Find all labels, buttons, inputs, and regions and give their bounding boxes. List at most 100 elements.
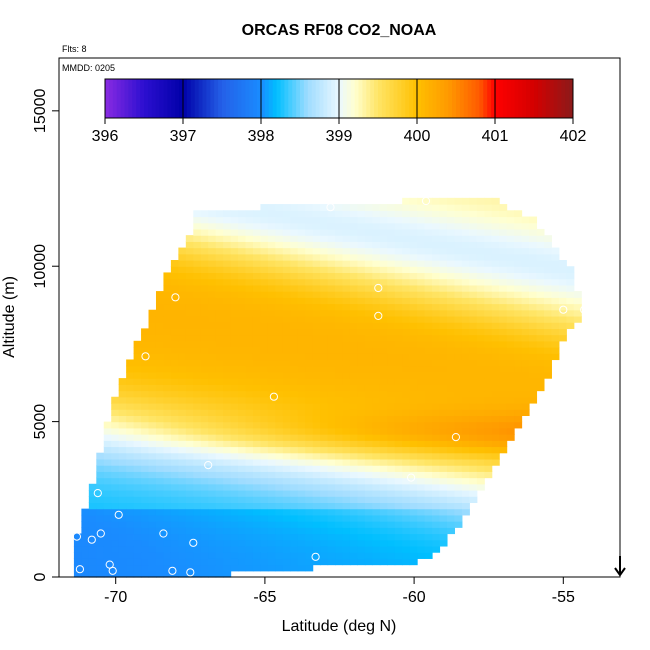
field-cell bbox=[275, 427, 284, 435]
field-cell bbox=[424, 365, 433, 373]
field-cell bbox=[342, 465, 351, 472]
field-cell bbox=[185, 322, 194, 329]
field-cell bbox=[342, 253, 351, 261]
field-cell bbox=[499, 402, 508, 410]
field-cell bbox=[185, 409, 194, 416]
field-cell bbox=[312, 415, 321, 423]
field-cell bbox=[305, 334, 314, 342]
field-cell bbox=[528, 371, 538, 379]
colorbar-segment bbox=[370, 79, 375, 118]
colorbar-tick-label: 398 bbox=[248, 128, 275, 145]
field-cell bbox=[133, 552, 142, 559]
field-cell bbox=[81, 508, 90, 516]
field-cell bbox=[223, 303, 232, 311]
field-cell bbox=[238, 514, 247, 522]
field-cell bbox=[215, 291, 224, 298]
field-cell bbox=[394, 552, 403, 559]
field-cell bbox=[424, 427, 433, 435]
field-cell bbox=[484, 266, 493, 274]
field-cell bbox=[372, 458, 381, 466]
field-cell bbox=[327, 396, 336, 404]
observation-point bbox=[108, 566, 117, 575]
field-cell bbox=[357, 502, 366, 510]
field-cell bbox=[372, 552, 381, 559]
field-cell bbox=[432, 545, 441, 553]
field-cell bbox=[208, 415, 217, 423]
field-cell bbox=[185, 353, 194, 361]
field-cell bbox=[267, 303, 276, 311]
field-cell bbox=[499, 260, 508, 267]
colorbar-segment bbox=[339, 79, 344, 118]
field-cell bbox=[491, 452, 500, 460]
colorbar-tick-label: 400 bbox=[404, 128, 431, 145]
field-cell bbox=[118, 477, 127, 485]
field-cell bbox=[111, 452, 120, 460]
field-cell bbox=[275, 452, 284, 460]
field-cell bbox=[305, 402, 314, 410]
field-cell bbox=[282, 477, 291, 485]
field-cell bbox=[215, 309, 224, 317]
field-cell bbox=[432, 347, 441, 354]
field-cell bbox=[275, 210, 284, 218]
field-cell bbox=[439, 440, 448, 448]
field-cell bbox=[305, 539, 314, 547]
field-cell bbox=[454, 465, 463, 472]
field-cell bbox=[461, 253, 470, 261]
field-cell bbox=[342, 359, 351, 367]
field-cell bbox=[223, 452, 232, 460]
field-cell bbox=[238, 353, 247, 361]
field-cell bbox=[335, 260, 344, 267]
field-cell bbox=[73, 558, 82, 566]
field-cell bbox=[200, 409, 209, 416]
colorbar-segment bbox=[179, 79, 184, 118]
field-cell bbox=[394, 353, 403, 361]
field-cell bbox=[327, 409, 336, 416]
field-cell bbox=[88, 521, 97, 528]
field-cell bbox=[141, 353, 150, 361]
field-cell bbox=[238, 421, 247, 429]
colorbar-segment bbox=[105, 79, 110, 118]
field-cell bbox=[260, 427, 269, 435]
field-cell bbox=[208, 266, 217, 274]
field-cell bbox=[111, 533, 120, 541]
field-cell bbox=[297, 266, 306, 274]
field-cell bbox=[260, 322, 269, 329]
field-cell bbox=[417, 334, 426, 342]
field-cell bbox=[223, 247, 232, 255]
field-cell bbox=[402, 278, 411, 286]
field-cell bbox=[185, 334, 194, 342]
field-cell bbox=[230, 228, 239, 236]
field-cell bbox=[200, 228, 209, 236]
field-cell bbox=[290, 452, 299, 460]
field-cell bbox=[148, 415, 157, 423]
colorbar-segment bbox=[276, 79, 281, 118]
field-cell bbox=[491, 390, 500, 398]
x-tick-label: -65 bbox=[253, 589, 276, 606]
field-cell bbox=[551, 340, 560, 348]
field-cell bbox=[252, 465, 262, 472]
field-cell bbox=[170, 359, 179, 367]
field-cell bbox=[469, 228, 478, 236]
field-cell bbox=[320, 378, 329, 385]
field-cell bbox=[141, 371, 150, 379]
field-cell bbox=[320, 521, 329, 528]
colorbar-segment bbox=[362, 79, 367, 118]
field-cell bbox=[417, 315, 426, 323]
field-cell bbox=[305, 421, 314, 429]
field-cell bbox=[424, 347, 433, 354]
field-cell bbox=[223, 210, 232, 218]
field-cell bbox=[424, 247, 433, 255]
field-cell bbox=[566, 284, 575, 292]
field-cell bbox=[297, 365, 306, 373]
field-cell bbox=[118, 483, 127, 491]
field-cell bbox=[193, 365, 202, 373]
field-cell bbox=[81, 545, 90, 553]
field-cell bbox=[178, 297, 187, 305]
field-cell bbox=[141, 558, 150, 566]
field-cell bbox=[432, 291, 441, 298]
colorbar-segment bbox=[144, 79, 149, 118]
field-cell bbox=[223, 396, 232, 404]
field-cell bbox=[200, 502, 209, 510]
field-cell bbox=[327, 210, 336, 218]
field-cell bbox=[170, 465, 179, 472]
